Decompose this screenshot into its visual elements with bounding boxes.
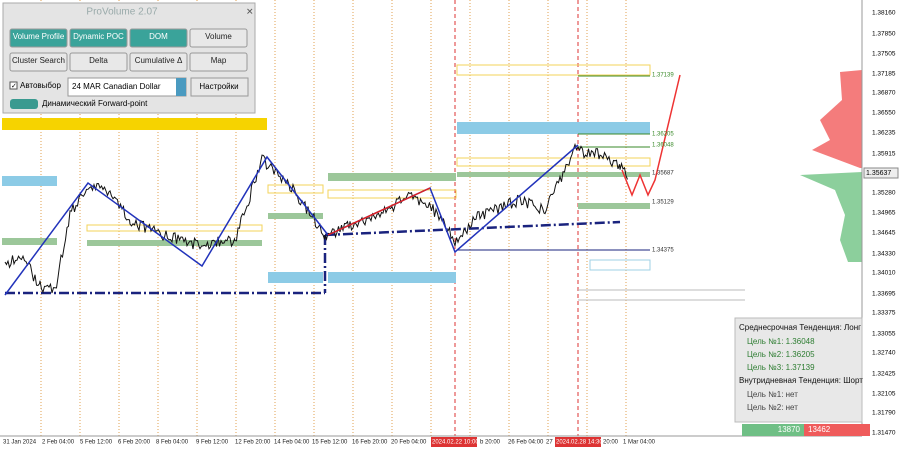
info-box: Среднесрочная Тенденция: Лонг Цель №1: 1…	[734, 317, 870, 436]
panel-button-label: Cumulative Δ	[135, 56, 183, 65]
panel-button[interactable]	[9, 28, 68, 48]
time-tick-label: 26 Feb 04:00	[508, 440, 544, 446]
price-tick-label: 1.32740	[872, 350, 896, 357]
price-tick-label: 1.31470	[872, 430, 896, 437]
price-tick-label: 1.37850	[872, 31, 896, 38]
price-tick-label: 1.34330	[872, 251, 896, 258]
time-tick-label: 20:00	[603, 440, 619, 446]
checkbox[interactable]	[9, 81, 18, 90]
volume-profile	[800, 70, 862, 262]
checkbox-label[interactable]: Автовыбор	[20, 81, 61, 90]
price-tick-label: 1.33695	[872, 291, 896, 298]
trend-title: Среднесрочная Тенденция: Лонг	[739, 323, 861, 332]
price-tick-label: 1.36235	[872, 130, 896, 137]
panel-button[interactable]	[129, 52, 188, 72]
time-tick-label: 20 Feb 04:00	[391, 440, 427, 446]
time-tick-label: 2 Feb 04:00	[42, 440, 75, 446]
wave-line	[327, 187, 431, 236]
panel-button[interactable]	[69, 52, 128, 72]
price-tick-label: 1.36870	[872, 90, 896, 97]
time-tick-label: 1 Mar 04:00	[623, 440, 656, 446]
price-tick-label: 1.33055	[872, 331, 896, 338]
price-line	[4, 142, 628, 294]
level-label: 1.35129	[652, 200, 674, 206]
price-tick-label: 1.31790	[872, 410, 896, 417]
target-line: Цель №3: 1.37139	[747, 363, 815, 372]
panel-button[interactable]	[69, 28, 128, 48]
zones	[2, 64, 745, 301]
forecast-line	[621, 74, 681, 198]
level-label: 1.37139	[652, 73, 674, 79]
current-price-box	[863, 167, 899, 179]
panel-button-label: Cluster Search	[12, 56, 65, 65]
toggle-label: Динамический Forward-point	[42, 99, 148, 108]
price-tick-label: 1.32105	[872, 391, 896, 398]
panel-button-label: DOM	[149, 32, 168, 41]
time-tick-label: 15 Feb 12:00	[312, 440, 348, 446]
time-marker	[555, 437, 601, 447]
svg-text:✓: ✓	[11, 83, 17, 90]
time-tick-label: 2024.02.28 14:30	[556, 440, 603, 446]
wave-line	[4, 155, 329, 296]
target-line: Цель №1: 1.36048	[747, 337, 815, 346]
panel-button[interactable]	[189, 52, 248, 72]
price-tick-label: 1.34645	[872, 230, 896, 237]
price-tick-label: 1.34010	[872, 270, 896, 277]
level-label: 1.34375	[652, 248, 674, 254]
price-tick-label: 1.37505	[872, 51, 896, 58]
price-tick-label: 1.37185	[872, 71, 896, 78]
toggle[interactable]	[10, 99, 38, 109]
current-price: 1.35637	[866, 170, 891, 177]
target-line: Цель №1: нет	[747, 390, 798, 399]
price-tick-label: 1.36550	[872, 110, 896, 117]
time-tick-label: 16 Feb 20:00	[352, 440, 388, 446]
time-tick-label: 27	[546, 440, 553, 446]
price-tick-label: 1.34965	[872, 210, 896, 217]
time-tick-label: 12 Feb 20:00	[235, 440, 271, 446]
panel-button-label: Delta	[89, 56, 108, 65]
panel-title: ProVolume 2.07	[86, 7, 158, 18]
time-tick-label: 2024.02.22 10:00	[432, 440, 479, 446]
settings-button[interactable]	[190, 77, 249, 97]
panel-button[interactable]	[9, 52, 68, 72]
panel-button-label: Map	[211, 56, 227, 65]
price-tick-label: 1.35915	[872, 151, 896, 158]
time-marker	[431, 437, 477, 447]
settings-label: Настройки	[199, 82, 238, 91]
target-line: Цель №2: нет	[747, 403, 798, 412]
level-label: 1.35687	[652, 171, 674, 177]
panel-button-label: Dynamic POC	[73, 32, 124, 41]
price-axis	[862, 0, 900, 436]
sell-volume: 13462	[808, 425, 831, 434]
level-label: 1.36048	[652, 143, 674, 149]
price-tick-label: 1.32425	[872, 371, 896, 378]
svg-text:✕: ✕	[246, 6, 254, 16]
price-tick-label: 1.38160	[872, 10, 896, 17]
buy-volume: 13870	[778, 425, 801, 434]
level-labels: 1.37139 1.36205 1.36048 1.35687 1.35129 1.343…	[652, 73, 674, 254]
time-tick-label: 8 Feb 04:00	[156, 440, 189, 446]
panel-button-label: Volume	[205, 32, 232, 41]
panel-button-label: Volume Profile	[13, 32, 65, 41]
trend-title: Внутридневная Тенденция: Шорт	[739, 376, 863, 385]
provolume-panel: ProVolume 2.07 ✕ Volume Profile Dynamic P…	[2, 2, 256, 114]
panel-button[interactable]	[189, 28, 248, 48]
instrument-value: 24 MAR Canadian Dollar	[72, 82, 161, 91]
target-line: Цель №2: 1.36205	[747, 350, 815, 359]
time-tick-label: b 20:00	[480, 440, 501, 446]
time-tick-label: 9 Feb 12:00	[196, 440, 229, 446]
panel-button[interactable]	[129, 28, 188, 48]
price-tick-label: 1.35280	[872, 190, 896, 197]
price-tick-label: 1.33375	[872, 310, 896, 317]
time-tick-label: 6 Feb 20:00	[118, 440, 151, 446]
time-tick-label: 31 Jan 2024	[3, 440, 37, 446]
time-tick-label: 5 Feb 12:00	[80, 440, 113, 446]
level-label: 1.36205	[652, 132, 674, 138]
time-tick-label: 14 Feb 04:00	[274, 440, 310, 446]
